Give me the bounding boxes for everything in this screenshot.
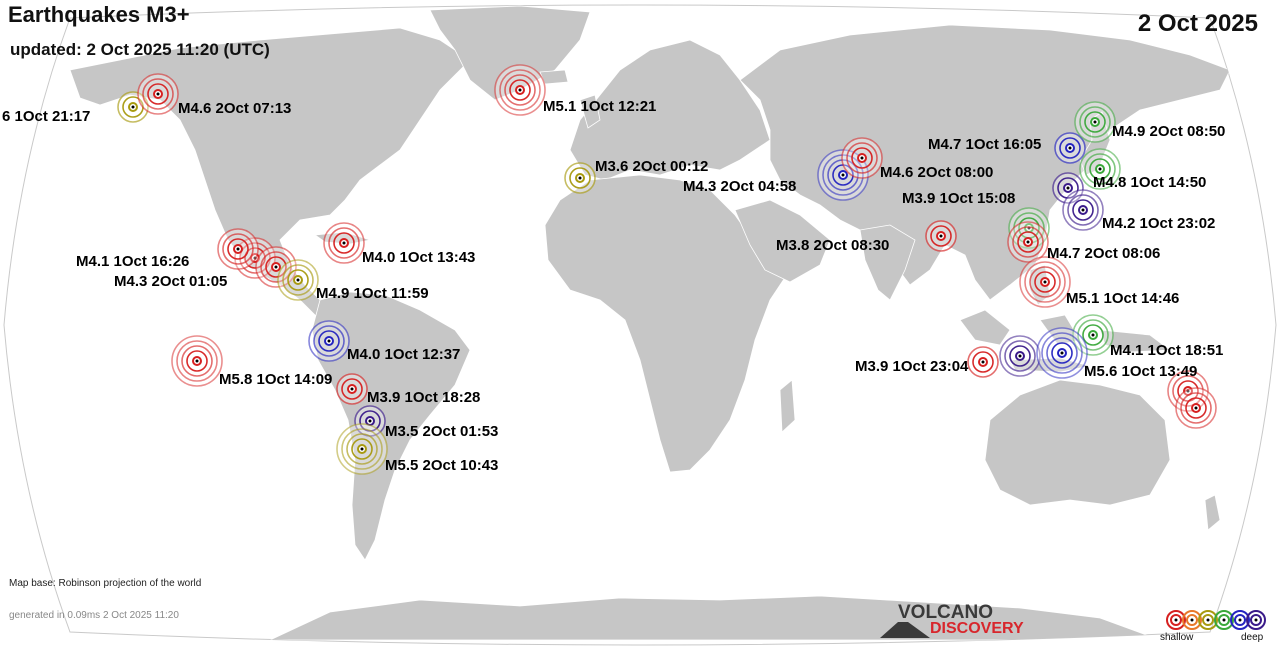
map-date: 2 Oct 2025 — [1137, 10, 1258, 37]
quake-marker[interactable] — [137, 73, 179, 115]
quake-marker[interactable] — [255, 246, 297, 288]
quake-marker[interactable] — [1079, 148, 1121, 190]
australia-landmass — [984, 379, 1171, 506]
europe-landmass — [569, 39, 771, 181]
quake-marker[interactable] — [564, 162, 596, 194]
quake-marker[interactable] — [336, 373, 368, 405]
quake-label[interactable]: M4.7 1Oct 16:05 — [928, 136, 1041, 153]
quake-label[interactable]: M5.6 1Oct 13:49 — [1084, 363, 1197, 380]
quake-label[interactable]: M4.2 1Oct 23:02 — [1102, 215, 1215, 232]
quake-marker[interactable] — [999, 335, 1041, 377]
quake-marker[interactable] — [1019, 256, 1071, 308]
quake-marker[interactable] — [841, 137, 883, 179]
africa-landmass — [544, 174, 791, 473]
quake-marker[interactable] — [967, 346, 999, 378]
north-america-landmass — [69, 27, 471, 319]
quake-marker[interactable] — [1062, 189, 1104, 231]
generated-note: generated in 0.09ms 2 Oct 2025 11:20 — [9, 610, 179, 621]
quake-label[interactable]: M3.5 2Oct 01:53 — [385, 423, 498, 440]
quake-marker[interactable] — [277, 259, 319, 301]
quake-label[interactable]: M5.1 1Oct 14:46 — [1066, 290, 1179, 307]
quake-label[interactable]: M3.9 1Oct 15:08 — [902, 190, 1015, 207]
updated-timestamp: updated: 2 Oct 2025 11:20 (UTC) — [10, 40, 270, 59]
quake-label[interactable]: M4.1 1Oct 18:51 — [1110, 342, 1223, 359]
quake-label[interactable]: M3.8 2Oct 08:30 — [776, 237, 889, 254]
quake-label[interactable]: M3.9 1Oct 23:04 — [855, 358, 969, 375]
quake-label[interactable]: M4.6 2Oct 08:00 — [880, 164, 993, 181]
quake-marker[interactable] — [336, 423, 388, 475]
quake-marker[interactable] — [117, 91, 149, 123]
quake-label[interactable]: M4.9 1Oct 11:59 — [316, 285, 429, 302]
quake-label[interactable]: M5.1 1Oct 12:21 — [543, 98, 656, 115]
madagascar — [779, 379, 796, 433]
quake-marker[interactable] — [1052, 172, 1084, 204]
earthquake-markers: 6 1Oct 21:17 M4.6 2Oct 07:13 M5.1 1Oct 12:… — [2, 64, 1225, 475]
quake-marker[interactable] — [323, 222, 365, 264]
quake-marker[interactable] — [217, 228, 259, 270]
quake-label[interactable]: 6 1Oct 21:17 — [2, 108, 90, 125]
quake-marker[interactable] — [925, 220, 957, 252]
quake-marker[interactable] — [1036, 327, 1088, 379]
arabian-peninsula — [734, 199, 831, 283]
south-america-landmass — [311, 291, 471, 561]
quake-label[interactable]: M4.0 1Oct 13:43 — [362, 249, 475, 266]
quake-label[interactable]: M4.3 2Oct 01:05 — [114, 273, 227, 290]
quake-marker[interactable] — [1054, 132, 1086, 164]
quake-label[interactable]: M4.0 1Oct 12:37 — [347, 346, 460, 363]
depth-legend-rings — [1166, 610, 1266, 630]
quake-label[interactable]: M4.1 1Oct 16:26 — [76, 253, 189, 270]
logo-line-1: VOLCANO — [898, 602, 993, 623]
quake-marker[interactable] — [1074, 101, 1116, 143]
logo-line-2: DISCOVERY — [930, 620, 1024, 637]
quake-label[interactable]: M5.8 1Oct 14:09 — [219, 371, 332, 388]
quake-label[interactable]: M4.6 2Oct 07:13 — [178, 100, 291, 117]
map-title: Earthquakes M3+ — [8, 2, 190, 27]
map-base-note: Map base: Robinson projection of the wor… — [9, 578, 202, 589]
quake-marker[interactable] — [494, 64, 546, 116]
quake-label[interactable]: M3.6 2Oct 00:12 — [595, 158, 708, 175]
quake-marker[interactable] — [171, 335, 223, 387]
quake-label[interactable]: M4.3 2Oct 04:58 — [683, 178, 796, 195]
quake-label[interactable]: M4.8 1Oct 14:50 — [1093, 174, 1206, 191]
volcano-icon — [880, 622, 930, 638]
depth-legend: shallow deep — [1160, 606, 1270, 648]
quake-marker[interactable] — [1175, 387, 1217, 429]
quake-label[interactable]: M4.7 2Oct 08:06 — [1047, 245, 1160, 262]
antarctica-landmass — [269, 595, 1161, 641]
volcano-discovery-logo[interactable]: VOLCANO DISCOVERY — [880, 602, 1032, 642]
new-zealand — [1204, 494, 1221, 531]
legend-deep-label: deep — [1241, 632, 1264, 643]
quake-marker[interactable] — [308, 320, 350, 362]
indian-subcontinent — [859, 224, 916, 301]
british-isles — [579, 94, 601, 129]
quake-marker[interactable] — [1072, 314, 1114, 356]
quake-label[interactable]: M3.9 1Oct 18:28 — [367, 389, 480, 406]
quake-marker[interactable] — [1007, 221, 1049, 263]
legend-shallow-label: shallow — [1160, 632, 1194, 643]
quake-label[interactable]: M5.5 2Oct 10:43 — [385, 457, 498, 474]
quake-label[interactable]: M4.9 2Oct 08:50 — [1112, 123, 1225, 140]
